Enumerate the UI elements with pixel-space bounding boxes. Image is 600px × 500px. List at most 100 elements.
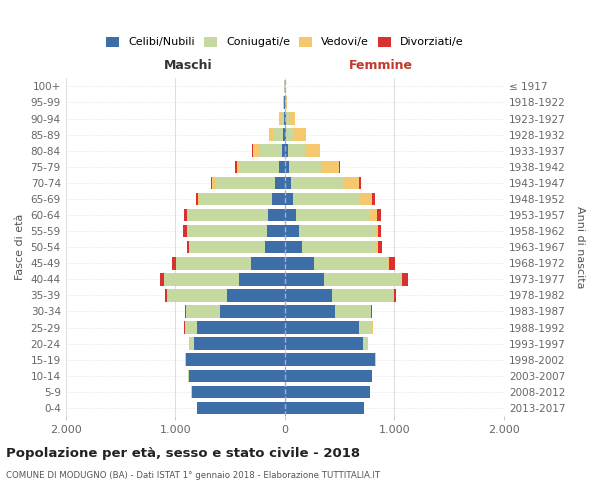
Bar (335, 305, 371, 318)
Bar (394, 289, 396, 302)
Bar (259, 144, 282, 157)
Bar (283, 96, 284, 108)
Bar (285, 354, 374, 366)
Bar (285, 225, 299, 237)
Bar (239, 273, 285, 285)
Bar (289, 112, 295, 125)
Bar (285, 386, 370, 398)
Bar (285, 160, 289, 173)
Bar (281, 112, 284, 125)
Bar (239, 160, 280, 173)
Bar (191, 386, 285, 398)
Bar (186, 354, 285, 366)
Bar (185, 305, 186, 318)
Bar (377, 208, 381, 222)
Bar (265, 241, 285, 254)
Bar (370, 208, 377, 222)
Bar (198, 192, 199, 205)
Legend: Celibi/Nubili, Coniugati/e, Vedovi/e, Divorziati/e: Celibi/Nubili, Coniugati/e, Vedovi/e, Di… (106, 36, 464, 48)
Bar (199, 192, 272, 205)
Bar (286, 96, 287, 108)
Bar (212, 176, 216, 189)
Bar (372, 192, 375, 205)
Bar (167, 289, 227, 302)
Bar (172, 257, 176, 270)
Bar (285, 208, 296, 222)
Bar (285, 241, 302, 254)
Bar (362, 338, 368, 350)
Text: COMUNE DI MODUGNO (BA) - Dati ISTAT 1° gennaio 2018 - Elaborazione TUTTITALIA.IT: COMUNE DI MODUGNO (BA) - Dati ISTAT 1° g… (6, 470, 380, 480)
Y-axis label: Fasce di età: Fasce di età (15, 214, 25, 280)
Bar (274, 128, 283, 141)
Bar (388, 257, 389, 270)
Bar (376, 241, 378, 254)
Bar (185, 322, 197, 334)
Bar (253, 144, 259, 157)
Bar (314, 257, 388, 270)
Bar (188, 225, 267, 237)
Text: Popolazione per età, sesso e stato civile - 2018: Popolazione per età, sesso e stato civil… (6, 448, 360, 460)
Bar (186, 305, 220, 318)
Bar (285, 257, 314, 270)
Bar (187, 208, 188, 222)
Y-axis label: Anni di nascita: Anni di nascita (575, 206, 585, 288)
Bar (374, 225, 378, 237)
Bar (185, 354, 186, 366)
Bar (196, 192, 198, 205)
Bar (286, 128, 293, 141)
Bar (302, 241, 376, 254)
Bar (332, 289, 393, 302)
Bar (359, 322, 373, 334)
Bar (283, 128, 285, 141)
Bar (216, 176, 275, 189)
Bar (197, 402, 285, 414)
Bar (299, 225, 374, 237)
Bar (285, 192, 293, 205)
Bar (176, 257, 251, 270)
Bar (285, 322, 359, 334)
Bar (285, 273, 324, 285)
Bar (289, 160, 321, 173)
Bar (286, 112, 289, 125)
Bar (280, 160, 285, 173)
Bar (285, 112, 286, 125)
Bar (402, 273, 408, 285)
Text: Femmine: Femmine (349, 58, 413, 71)
Bar (374, 354, 376, 366)
Bar (184, 208, 187, 222)
Bar (401, 273, 402, 285)
Bar (165, 289, 167, 302)
Text: Maschi: Maschi (164, 58, 212, 71)
Bar (293, 128, 305, 141)
Bar (389, 257, 395, 270)
Bar (287, 144, 305, 157)
Bar (285, 144, 287, 157)
Bar (187, 241, 190, 254)
Bar (227, 289, 285, 302)
Bar (235, 160, 236, 173)
Bar (378, 241, 382, 254)
Bar (268, 208, 285, 222)
Bar (285, 402, 364, 414)
Bar (324, 273, 401, 285)
Bar (269, 128, 274, 141)
Bar (285, 338, 362, 350)
Bar (211, 176, 212, 189)
Bar (296, 208, 370, 222)
Bar (285, 289, 332, 302)
Bar (293, 192, 361, 205)
Bar (190, 338, 194, 350)
Bar (280, 112, 281, 125)
Bar (236, 160, 239, 173)
Bar (164, 273, 239, 285)
Bar (284, 112, 285, 125)
Bar (359, 176, 361, 189)
Bar (188, 208, 268, 222)
Bar (305, 144, 320, 157)
Bar (272, 192, 285, 205)
Bar (251, 257, 285, 270)
Bar (197, 322, 285, 334)
Bar (291, 176, 343, 189)
Bar (220, 305, 285, 318)
Bar (275, 176, 285, 189)
